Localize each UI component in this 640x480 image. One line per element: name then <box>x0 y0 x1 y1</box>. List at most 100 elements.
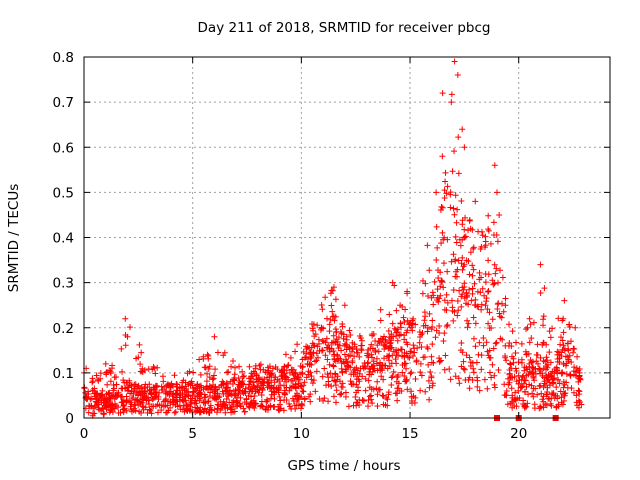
data-point <box>292 405 299 412</box>
data-point <box>153 389 160 396</box>
data-point <box>449 168 456 175</box>
data-point <box>403 365 410 372</box>
data-point <box>285 362 292 369</box>
data-point <box>469 272 476 279</box>
data-point <box>107 395 114 402</box>
data-point <box>217 407 224 414</box>
data-point <box>115 404 122 411</box>
data-point <box>381 341 388 348</box>
data-point <box>255 389 262 396</box>
data-point <box>570 345 577 352</box>
data-point <box>470 244 477 251</box>
data-point <box>98 399 105 406</box>
data-point <box>518 384 525 391</box>
data-point <box>177 396 184 403</box>
data-point <box>225 391 232 398</box>
chart-title: Day 211 of 2018, SRMTID for receiver pbc… <box>198 20 491 36</box>
data-point <box>509 374 516 381</box>
data-point <box>431 278 438 285</box>
data-point <box>374 342 381 349</box>
data-point <box>190 389 197 396</box>
data-point <box>398 324 405 331</box>
data-point <box>526 315 533 322</box>
data-point <box>493 265 500 272</box>
data-point <box>307 398 314 405</box>
data-point <box>368 396 375 403</box>
data-point <box>193 408 200 415</box>
data-point <box>239 378 246 385</box>
data-point <box>490 281 497 288</box>
data-point <box>502 342 509 349</box>
data-point <box>483 339 490 346</box>
data-point <box>479 285 486 292</box>
data-point <box>172 390 179 397</box>
data-point <box>540 404 547 411</box>
data-point <box>491 162 498 169</box>
data-point <box>503 357 510 364</box>
y-tick-label: 0.3 <box>53 276 74 292</box>
data-point <box>436 323 443 330</box>
data-point <box>275 406 282 413</box>
data-point <box>240 405 247 412</box>
data-point <box>245 381 252 388</box>
data-point <box>281 389 288 396</box>
data-point <box>482 302 489 309</box>
data-point <box>390 333 397 340</box>
data-point <box>367 366 374 373</box>
data-point <box>262 369 269 376</box>
data-point <box>113 374 120 381</box>
data-point <box>560 384 567 391</box>
data-point <box>193 384 200 391</box>
data-point <box>201 364 208 371</box>
data-point <box>85 409 92 416</box>
y-tick-label: 0.5 <box>53 185 74 201</box>
data-point <box>484 348 491 355</box>
data-point <box>292 370 299 377</box>
data-point <box>326 321 333 328</box>
data-point <box>567 372 574 379</box>
data-point <box>461 261 468 268</box>
data-point <box>215 402 222 409</box>
data-point <box>540 322 547 329</box>
data-point <box>257 361 264 368</box>
data-point <box>555 376 562 383</box>
data-point <box>413 358 420 365</box>
data-point <box>147 386 154 393</box>
data-point <box>308 361 315 368</box>
data-point <box>133 397 140 404</box>
grid-lines <box>84 57 610 418</box>
data-point <box>380 376 387 383</box>
data-point <box>295 401 302 408</box>
data-point <box>346 345 353 352</box>
data-point <box>314 322 321 329</box>
data-point <box>385 391 392 398</box>
data-point <box>374 402 381 409</box>
data-point <box>466 354 473 361</box>
data-point <box>462 214 469 221</box>
data-point <box>527 321 534 328</box>
data-point <box>536 383 543 390</box>
data-point <box>310 377 317 384</box>
data-point <box>393 307 400 314</box>
data-point <box>513 339 520 346</box>
data-point <box>465 301 472 308</box>
data-point <box>469 285 476 292</box>
data-point <box>330 284 337 291</box>
data-point <box>393 360 400 367</box>
data-point <box>424 324 431 331</box>
data-point <box>132 396 139 403</box>
data-point <box>200 353 207 360</box>
data-point <box>426 384 433 391</box>
data-point <box>410 352 417 359</box>
data-point <box>270 384 277 391</box>
data-point <box>288 377 295 384</box>
data-point <box>132 381 139 388</box>
data-point <box>460 365 467 372</box>
data-point <box>351 353 358 360</box>
data-point <box>463 352 470 359</box>
data-point <box>526 339 533 346</box>
data-point <box>408 324 415 331</box>
data-point <box>541 374 548 381</box>
data-point <box>559 317 566 324</box>
data-point <box>490 219 497 226</box>
